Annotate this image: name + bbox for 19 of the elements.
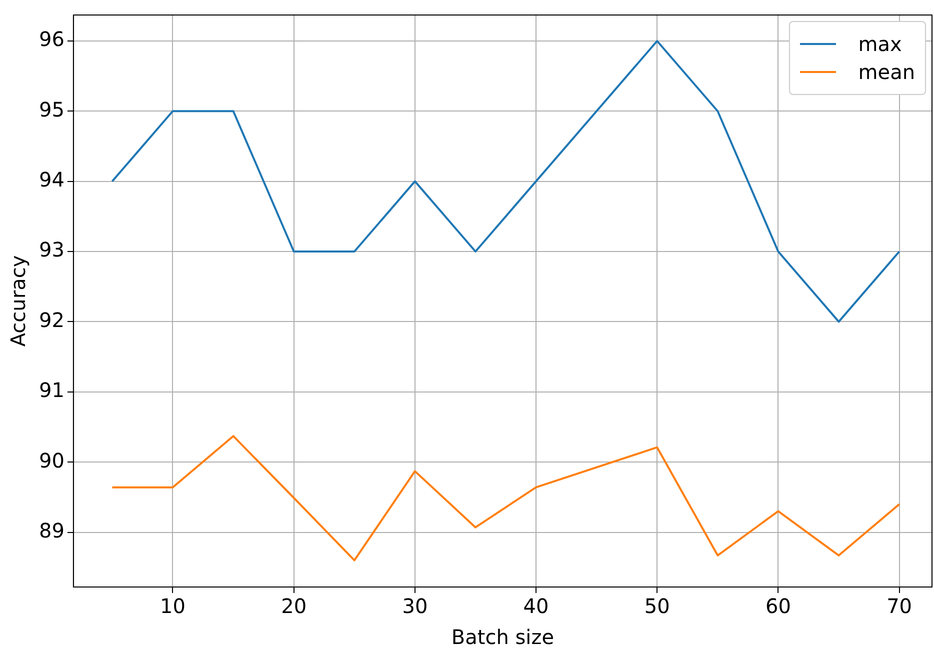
- x-tick-label: 60: [765, 594, 791, 618]
- y-tick-label: 93: [38, 238, 64, 262]
- y-axis-title: Accuracy: [6, 255, 30, 347]
- legend-label: mean: [858, 60, 915, 84]
- y-tick-label: 92: [38, 308, 64, 332]
- x-tick-label: 10: [160, 594, 186, 618]
- x-axis-title: Batch size: [451, 625, 554, 650]
- y-tick-label: 95: [38, 97, 64, 122]
- y-tick-label: 90: [38, 448, 64, 472]
- x-tick-label: 30: [402, 594, 428, 618]
- y-tick-label: 91: [38, 378, 64, 402]
- x-tick-label: 70: [886, 594, 912, 618]
- y-tick-label: 89: [38, 518, 64, 542]
- x-tick-label: 40: [523, 594, 549, 618]
- y-tick-label: 94: [38, 168, 64, 192]
- x-tick-label: 50: [644, 594, 670, 618]
- x-tick-label: 20: [281, 594, 307, 618]
- y-tick-label: 96: [38, 27, 64, 52]
- legend-label: max: [858, 32, 902, 56]
